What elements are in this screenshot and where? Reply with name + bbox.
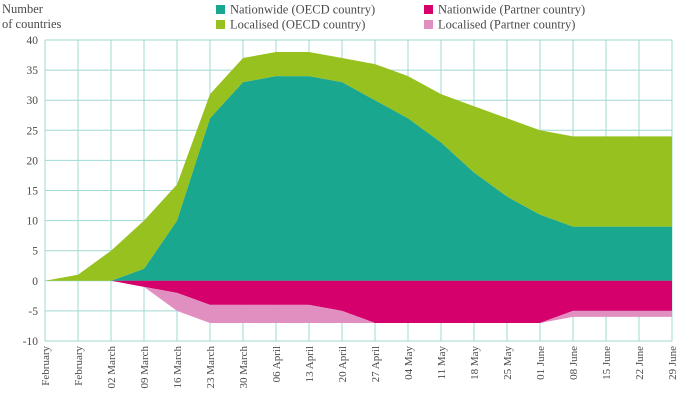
svg-text:5: 5 bbox=[32, 246, 38, 258]
svg-text:-10: -10 bbox=[23, 336, 39, 348]
svg-text:Localised (OECD country): Localised (OECD country) bbox=[230, 18, 365, 32]
svg-text:35: 35 bbox=[27, 65, 39, 77]
svg-text:08 June: 08 June bbox=[568, 346, 580, 380]
svg-text:09 March: 09 March bbox=[139, 346, 151, 389]
svg-text:Nationwide (OECD country): Nationwide (OECD country) bbox=[230, 3, 375, 17]
svg-text:25: 25 bbox=[27, 125, 39, 137]
svg-text:06 April: 06 April bbox=[271, 346, 283, 382]
svg-text:10: 10 bbox=[27, 216, 39, 228]
svg-text:15: 15 bbox=[27, 186, 39, 198]
svg-text:of countries: of countries bbox=[2, 17, 61, 31]
svg-text:29 June: 29 June bbox=[667, 346, 679, 380]
svg-text:18 May: 18 May bbox=[469, 346, 481, 380]
svg-text:Localised (Partner country): Localised (Partner country) bbox=[438, 18, 575, 32]
svg-text:-5: -5 bbox=[28, 306, 38, 318]
svg-text:15 June: 15 June bbox=[601, 346, 613, 380]
svg-text:30: 30 bbox=[27, 95, 39, 107]
svg-text:February: February bbox=[73, 346, 85, 386]
svg-text:22 June: 22 June bbox=[634, 346, 646, 380]
svg-text:16 March: 16 March bbox=[172, 346, 184, 389]
svg-text:11 May: 11 May bbox=[436, 346, 448, 380]
svg-text:Nationwide (Partner country): Nationwide (Partner country) bbox=[438, 3, 585, 17]
svg-text:23 March: 23 March bbox=[205, 346, 217, 389]
svg-text:20: 20 bbox=[27, 155, 39, 167]
svg-text:25 May: 25 May bbox=[502, 346, 514, 380]
svg-text:30 March: 30 March bbox=[238, 346, 250, 389]
svg-text:20 April: 20 April bbox=[337, 346, 349, 382]
svg-text:Number: Number bbox=[2, 2, 44, 16]
svg-text:01 June: 01 June bbox=[535, 346, 547, 380]
svg-text:04 May: 04 May bbox=[403, 346, 415, 380]
svg-text:13 April: 13 April bbox=[304, 346, 316, 382]
svg-text:40: 40 bbox=[27, 35, 39, 47]
svg-text:02 March: 02 March bbox=[106, 346, 118, 389]
svg-text:0: 0 bbox=[32, 276, 38, 288]
svg-text:27 April: 27 April bbox=[370, 346, 382, 382]
svg-text:February: February bbox=[40, 346, 52, 386]
